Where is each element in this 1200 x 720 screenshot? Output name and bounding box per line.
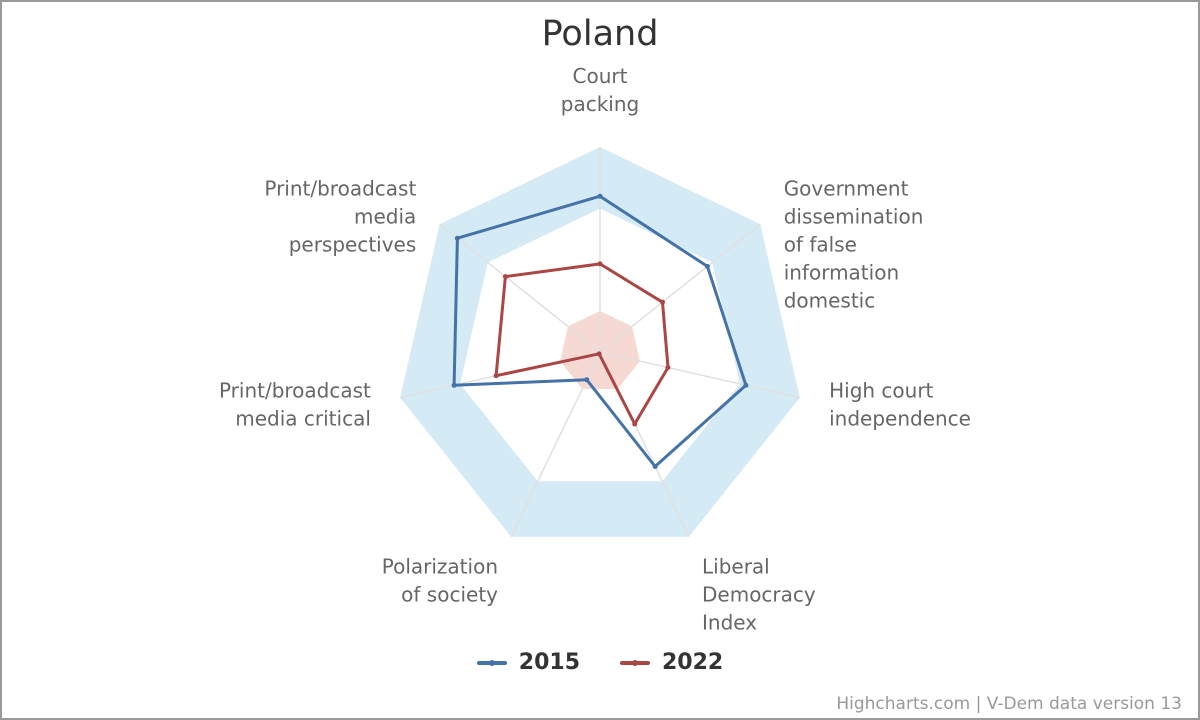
- data-point-2022[interactable]: [596, 351, 602, 357]
- axis-label: Print/broadcast media critical: [219, 378, 371, 430]
- data-point-2015[interactable]: [454, 235, 460, 241]
- axis-label-line: Polarization: [382, 555, 498, 579]
- plot-band-high: [400, 147, 800, 537]
- legend-swatch-2015: [476, 659, 507, 666]
- legend-item-2022[interactable]: 2022: [620, 650, 723, 675]
- axis-label-line: Index: [702, 611, 757, 635]
- series-layer: [451, 193, 749, 470]
- data-point-2022[interactable]: [502, 274, 508, 280]
- chart-title: Poland: [541, 14, 659, 54]
- axis-label-line: media: [354, 205, 416, 229]
- series-line-2022[interactable]: [494, 262, 670, 426]
- legend-label-2022: 2022: [662, 650, 724, 675]
- data-point-2015[interactable]: [704, 263, 710, 269]
- axis-spoke: [510, 351, 601, 538]
- axis-label-line: of society: [401, 583, 498, 607]
- legend-label-2015: 2015: [518, 650, 580, 675]
- axis-spoke: [599, 223, 761, 353]
- axis-spoke: [439, 223, 601, 353]
- axis-labels-layer: Court packing Government dissemination of fa…: [219, 64, 971, 635]
- axis-label-line: domestic: [784, 289, 876, 313]
- series-line-2015[interactable]: [452, 194, 748, 468]
- axis-label-line: Print/broadcast: [264, 177, 416, 201]
- data-point-2015[interactable]: [743, 382, 749, 388]
- legend-swatch-2022: [620, 659, 650, 666]
- axis-label-line: packing: [561, 92, 639, 116]
- axis-label-line: perspectives: [289, 233, 417, 257]
- data-point-2022[interactable]: [493, 373, 499, 379]
- data-point-2015[interactable]: [584, 377, 590, 383]
- legend: 2015 2022: [0, 650, 1200, 675]
- credits-link[interactable]: Highcharts.com | V-Dem data version 13: [836, 694, 1182, 714]
- axis-label-line: independence: [829, 406, 971, 430]
- axis-label-line: dissemination: [784, 205, 924, 229]
- data-point-2022[interactable]: [660, 299, 666, 305]
- axis-label-line: information: [784, 261, 899, 285]
- axis-label: Court packing: [561, 64, 639, 116]
- axis-spoke: [599, 351, 801, 399]
- data-point-2022[interactable]: [665, 365, 671, 371]
- axis-label: Government dissemination of false informati…: [784, 177, 924, 313]
- axis-label: Print/broadcast media perspectives: [264, 177, 416, 257]
- axis-label-line: Democracy: [702, 583, 816, 607]
- axis-label: Liberal Democracy Index: [702, 555, 816, 635]
- data-point-2022[interactable]: [597, 261, 603, 267]
- axis-label-line: media critical: [235, 406, 371, 430]
- axis-label-line: Court: [573, 64, 628, 88]
- axis-label-line: Liberal: [702, 555, 770, 579]
- axis-label: Polarization of society: [382, 555, 498, 607]
- data-point-2022[interactable]: [632, 421, 638, 427]
- axis-label-line: of false: [784, 233, 857, 257]
- axis-label-line: High court: [829, 378, 933, 402]
- data-point-2015[interactable]: [597, 193, 603, 199]
- legend-item-2015[interactable]: 2015: [476, 650, 580, 675]
- axis-label: High court independence: [829, 378, 971, 430]
- data-point-2015[interactable]: [652, 464, 658, 470]
- data-point-2015[interactable]: [451, 382, 457, 388]
- axis-label-line: Print/broadcast: [219, 378, 371, 402]
- axis-label-line: Government: [784, 177, 909, 201]
